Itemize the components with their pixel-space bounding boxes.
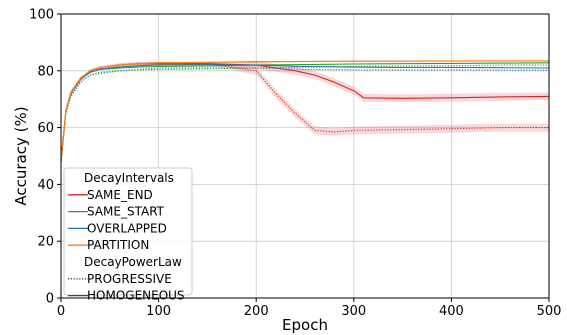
x-tick-label: 100	[146, 304, 171, 319]
legend-entry-label: PARTITION	[87, 238, 149, 252]
series-line-overlapped-solid	[60, 64, 550, 162]
y-tick-label: 80	[37, 64, 54, 79]
x-tick-label: 400	[439, 304, 464, 319]
x-axis-label: Epoch	[282, 316, 328, 334]
series-line-same-end-solid	[60, 63, 550, 162]
series-line-overlapped-dotted	[60, 67, 549, 162]
y-tick-label: 0	[46, 292, 54, 307]
axis-ticks: 0 100 200 300 400 500 0 20 40 60 80 100	[29, 8, 561, 320]
legend: DecayIntervals SAME_END SAME_START OVERLAPP…	[63, 167, 193, 303]
plot-frame	[60, 13, 550, 299]
series-line-same-end-dotted	[60, 63, 549, 162]
y-tick-label: 40	[37, 178, 54, 193]
x-tick-label: 0	[57, 304, 65, 319]
series-line-partition-solid	[60, 60, 549, 162]
series-line-same-start-dotted	[60, 64, 549, 162]
legend-entry-label: PROGRESSIVE	[87, 272, 172, 286]
legend-entry-label: SAME_START	[87, 205, 165, 219]
variance-bands	[61, 61, 549, 164]
legend-entry-label: SAME_END	[87, 188, 153, 202]
same-end-band	[61, 61, 549, 164]
legend-box	[63, 167, 193, 296]
y-tick-label: 100	[29, 8, 54, 23]
legend-entry-label: OVERLAPPED	[87, 221, 167, 235]
y-tick-label: 60	[37, 121, 54, 136]
x-tick-label: 200	[244, 304, 269, 319]
y-tick-label: 20	[37, 235, 54, 250]
legend-entry-label: HOMOGENEOUS	[87, 289, 185, 303]
series-line-same-start-solid	[60, 62, 550, 162]
legend-group-title: DecayIntervals	[84, 171, 174, 185]
series-lines	[60, 60, 550, 162]
legend-group-title: DecayPowerLaw	[84, 255, 182, 269]
same-end-band	[61, 62, 549, 164]
x-tick-label: 300	[341, 304, 366, 319]
y-axis-label: Accuracy (%)	[12, 106, 30, 205]
x-tick-label: 500	[537, 304, 562, 319]
